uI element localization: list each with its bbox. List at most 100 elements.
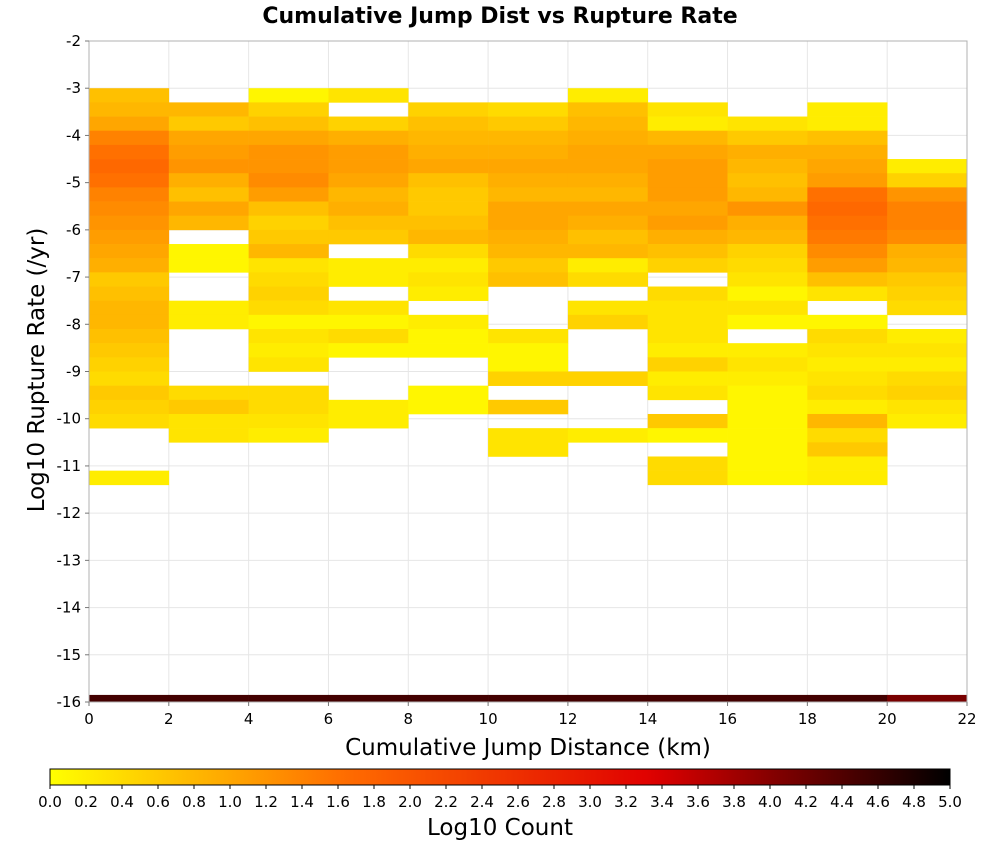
heatmap-cell (807, 343, 888, 358)
heatmap-cell (328, 201, 409, 216)
heatmap-cell (807, 329, 888, 344)
heatmap-cell (408, 329, 489, 344)
heatmap-cell (328, 116, 409, 132)
heatmap-cell (567, 428, 649, 443)
heatmap-cell (887, 244, 968, 259)
heatmap-cell (488, 159, 569, 174)
heatmap-cell (807, 314, 888, 330)
heatmap-cell (807, 201, 888, 216)
heatmap-cell (248, 173, 329, 188)
heatmap-cell (647, 187, 728, 202)
heatmap-cell (168, 399, 249, 415)
heatmap-cell (647, 470, 728, 486)
heatmap-cell (168, 173, 249, 188)
heatmap-cell (807, 173, 888, 188)
y-tick-label: -2 (66, 32, 81, 50)
heatmap-cell (488, 357, 569, 372)
heatmap-cell (727, 215, 808, 231)
heatmap-cell (727, 272, 808, 287)
heatmap-cell (89, 159, 170, 174)
heatmap-cell (727, 413, 808, 429)
y-axis-ticks: -2 -3 -4 -5 -6 -7 -8 -9 -10 -11 -12 -13 -14 -15 -16 (57, 32, 89, 711)
heatmap-cell (727, 470, 808, 486)
heatmap-cell (727, 442, 808, 457)
heatmap-cell (248, 314, 329, 330)
heatmap-cell (567, 130, 649, 146)
heatmap-cell (807, 399, 888, 415)
x-tick-label: 4 (244, 710, 254, 728)
heatmap-cell (887, 215, 968, 231)
heatmap-cell (408, 244, 489, 259)
colorbar-tick-label: 2.2 (434, 793, 458, 811)
heatmap-cell (168, 258, 249, 273)
heatmap-cell (807, 357, 888, 372)
heatmap-cell (408, 399, 489, 415)
heatmap-cell (248, 272, 329, 287)
heatmap-cell (488, 329, 569, 344)
heatmap-cell (328, 159, 409, 174)
heatmap-cell (887, 357, 968, 372)
heatmap-cell (647, 144, 728, 160)
heatmap-cell (887, 371, 968, 386)
heatmap-cell (89, 371, 170, 386)
heatmap-cell (727, 258, 808, 273)
heatmap-cells (89, 88, 968, 702)
heatmap-cell (567, 694, 649, 702)
heatmap-cell (328, 272, 409, 287)
heatmap-cell (248, 244, 329, 259)
heatmap-cell (807, 130, 888, 146)
heatmap-cell (89, 329, 170, 344)
heatmap-cell (887, 201, 968, 216)
heatmap-cell (887, 258, 968, 273)
y-tick-label: -3 (66, 79, 81, 97)
x-tick-label: 2 (164, 710, 174, 728)
heatmap-cell (887, 413, 968, 429)
heatmap-cell (567, 187, 649, 202)
heatmap-cell (567, 229, 649, 245)
colorbar-tick-label: 3.6 (686, 793, 710, 811)
heatmap-cell (488, 371, 569, 386)
heatmap-cell (168, 244, 249, 259)
heatmap-cell (168, 314, 249, 330)
heatmap-cell (488, 201, 569, 216)
heatmap-cell (887, 159, 968, 174)
colorbar-tick-label: 4.2 (794, 793, 818, 811)
heatmap-cell (807, 244, 888, 259)
heatmap-cell (89, 343, 170, 358)
colorbar-tick-label: 1.8 (362, 793, 386, 811)
colorbar-tick-label: 2.0 (398, 793, 422, 811)
heatmap-cell (488, 144, 569, 160)
heatmap-cell (89, 215, 170, 231)
heatmap-cell (89, 144, 170, 160)
y-tick-label: -16 (57, 693, 82, 711)
heatmap-cell (328, 144, 409, 160)
heatmap-cell (89, 187, 170, 202)
heatmap-cell (807, 470, 888, 486)
heatmap-cell (408, 159, 489, 174)
heatmap-cell (248, 102, 329, 117)
heatmap-cell (328, 187, 409, 202)
heatmap-cell (807, 272, 888, 287)
heatmap-cell (807, 258, 888, 273)
y-tick-label: -10 (57, 410, 82, 428)
heatmap-cell (248, 144, 329, 160)
heatmap-cell (887, 286, 968, 301)
heatmap-cell (807, 371, 888, 386)
heatmap-cell (567, 258, 649, 273)
heatmap-cell (89, 130, 170, 146)
heatmap-cell (807, 456, 888, 471)
x-tick-label: 12 (558, 710, 577, 728)
heatmap-cell (328, 215, 409, 231)
heatmap-cell (647, 413, 728, 429)
y-tick-label: -12 (57, 504, 82, 522)
x-tick-label: 18 (798, 710, 817, 728)
heatmap-cell (328, 229, 409, 245)
heatmap-cell (647, 286, 728, 301)
heatmap-cell (647, 371, 728, 386)
heatmap-cell (887, 300, 968, 316)
y-tick-label: -5 (66, 174, 81, 192)
y-tick-label: -11 (57, 457, 82, 475)
heatmap-cell (488, 343, 569, 358)
x-tick-label: 6 (324, 710, 334, 728)
